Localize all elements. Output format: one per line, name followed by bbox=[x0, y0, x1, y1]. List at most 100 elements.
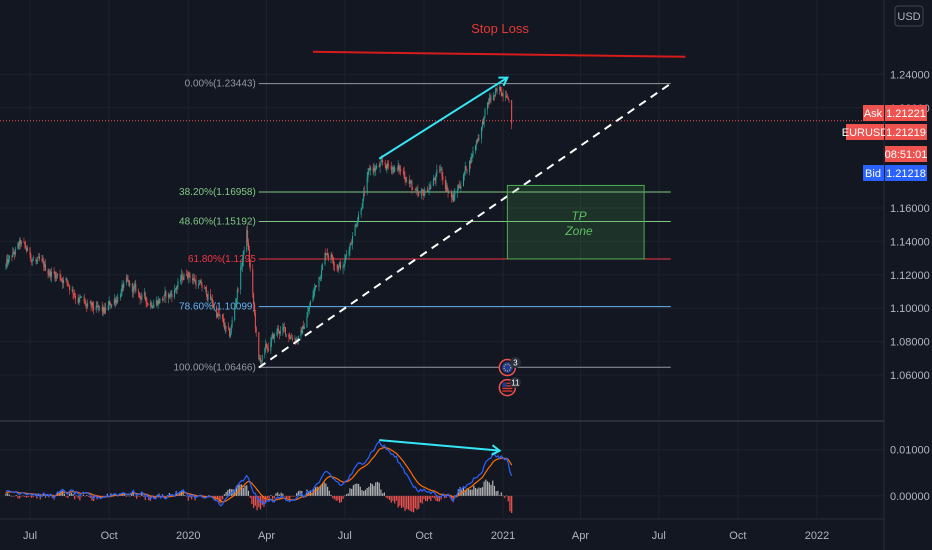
candle-body bbox=[139, 293, 141, 299]
macd-histogram-bar bbox=[299, 490, 301, 496]
symbol-tag-label: EURUSD bbox=[842, 127, 889, 139]
macd-histogram-bar bbox=[390, 495, 392, 503]
candle-body bbox=[506, 97, 508, 99]
candle-body bbox=[502, 93, 504, 97]
macd-histogram-bar bbox=[375, 482, 377, 496]
tp-zone-box[interactable] bbox=[506, 184, 645, 260]
grid bbox=[0, 0, 884, 519]
price-candles bbox=[5, 83, 513, 366]
candle-body bbox=[14, 249, 16, 255]
candle-body bbox=[321, 269, 323, 279]
candle-body bbox=[246, 230, 248, 251]
candle-body bbox=[77, 298, 79, 303]
candle-body bbox=[436, 169, 438, 175]
candle-body bbox=[300, 330, 302, 337]
candle-body bbox=[164, 291, 166, 295]
macd-histogram-bar bbox=[454, 495, 456, 496]
macd-histogram-bar bbox=[459, 487, 461, 496]
macd-histogram-bar bbox=[483, 481, 485, 496]
time-axis-label: Jul bbox=[23, 530, 37, 542]
macd-histogram-bar bbox=[488, 482, 490, 496]
candle-body bbox=[265, 343, 267, 348]
candle-body bbox=[357, 221, 359, 226]
candle-body bbox=[55, 275, 57, 279]
macd-histogram-bar bbox=[191, 495, 193, 500]
candle-body bbox=[435, 174, 437, 181]
candle-body bbox=[216, 306, 218, 317]
candle-body bbox=[223, 323, 225, 329]
time-axis-label: Oct bbox=[729, 530, 746, 542]
macd-histogram-bar bbox=[13, 495, 16, 497]
macd-histogram-bar bbox=[31, 495, 33, 498]
candle-body bbox=[410, 181, 412, 183]
macd-pane[interactable] bbox=[5, 439, 513, 514]
drawings bbox=[0, 50, 884, 369]
macd-histogram-bar bbox=[378, 482, 380, 496]
candle-body bbox=[363, 191, 365, 199]
candle-body bbox=[384, 162, 386, 166]
macd-histogram-bar bbox=[464, 491, 466, 496]
candle-body bbox=[138, 292, 140, 294]
candle-body bbox=[74, 295, 76, 297]
macd-histogram-bar bbox=[318, 488, 320, 496]
candle-body bbox=[65, 278, 67, 280]
candle-body bbox=[145, 296, 147, 303]
macd-histogram-bar bbox=[142, 495, 145, 497]
macd-divergence-arrow[interactable] bbox=[379, 439, 500, 452]
macd-histogram-bar bbox=[337, 495, 339, 501]
event-badge[interactable]: 3 bbox=[498, 357, 521, 377]
candle-body bbox=[123, 282, 125, 289]
price-divergence-arrow[interactable] bbox=[378, 76, 508, 160]
candle-body bbox=[420, 190, 422, 196]
candle-body bbox=[146, 302, 148, 304]
macd-histogram-bar bbox=[17, 495, 19, 499]
candle-body bbox=[31, 260, 33, 262]
macd-line bbox=[5, 440, 513, 507]
candle-body bbox=[284, 326, 286, 328]
candle-body bbox=[320, 278, 322, 279]
candle-body bbox=[499, 86, 501, 91]
event-badge[interactable]: 11 bbox=[498, 377, 521, 397]
candle-body bbox=[186, 275, 188, 278]
candle-body bbox=[378, 165, 380, 168]
stop-loss-line[interactable] bbox=[312, 50, 686, 58]
macd-histogram-bar bbox=[376, 481, 379, 496]
candle-body bbox=[25, 244, 27, 249]
candle-body bbox=[200, 280, 202, 285]
macd-histogram-bar bbox=[433, 495, 435, 499]
macd-histogram-bar bbox=[474, 487, 477, 496]
macd-histogram-bar bbox=[493, 485, 496, 496]
macd-histogram-bar bbox=[184, 495, 186, 496]
candle-body bbox=[96, 305, 98, 307]
macd-histogram-bar bbox=[273, 495, 275, 499]
candle-body bbox=[115, 300, 117, 303]
candle-body bbox=[13, 252, 15, 253]
macd-histogram-bar bbox=[251, 495, 253, 505]
currency-button[interactable]: USD bbox=[894, 5, 924, 27]
candle-body bbox=[487, 102, 489, 110]
candle-body bbox=[343, 265, 345, 267]
candle-body bbox=[7, 258, 9, 264]
candle-body bbox=[93, 306, 95, 311]
candle-body bbox=[194, 280, 196, 282]
candle-body bbox=[338, 266, 340, 270]
macd-histogram-bar bbox=[124, 494, 126, 496]
candle-body bbox=[11, 256, 13, 257]
candle-body bbox=[434, 178, 436, 181]
candle-body bbox=[465, 166, 467, 170]
candle-body bbox=[165, 291, 167, 298]
candle-body bbox=[481, 127, 483, 139]
candle-body bbox=[297, 336, 299, 342]
macd-histogram-bar bbox=[400, 495, 403, 509]
candle-body bbox=[103, 307, 105, 313]
us-flag-canton bbox=[502, 382, 507, 388]
macd-histogram-bar bbox=[141, 493, 143, 496]
macd-histogram-bar bbox=[490, 484, 492, 496]
macd-histogram-bar bbox=[370, 483, 372, 496]
candle-body bbox=[173, 289, 175, 298]
macd-histogram-bar bbox=[486, 481, 489, 496]
macd-histogram-bar bbox=[189, 495, 191, 498]
event-count-bubble bbox=[509, 357, 521, 369]
